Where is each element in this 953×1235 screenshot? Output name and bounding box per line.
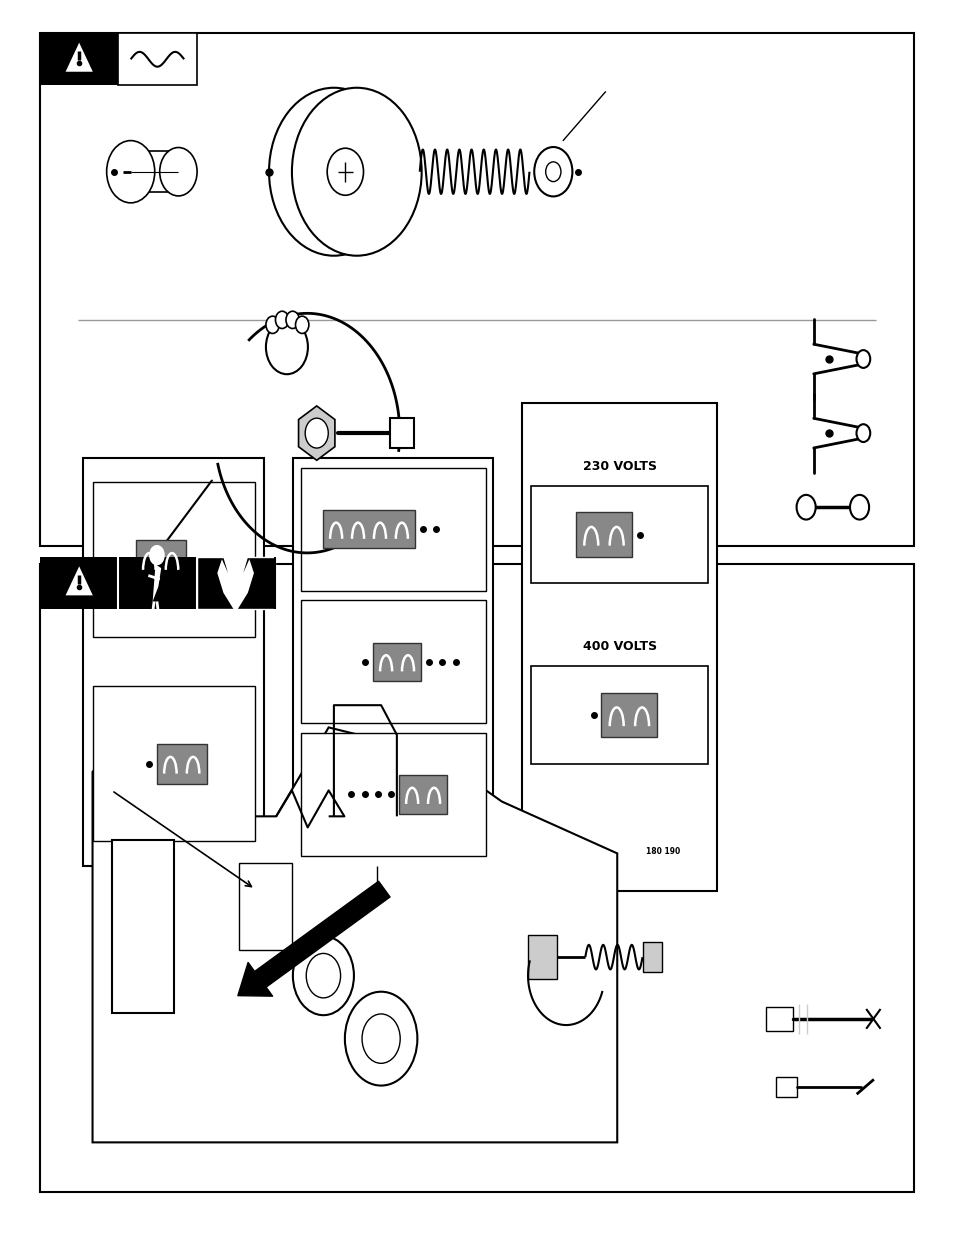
Circle shape [345, 992, 417, 1086]
Bar [293, 458, 493, 866]
Circle shape [534, 147, 572, 196]
Bar [521, 403, 717, 890]
Polygon shape [92, 727, 617, 1142]
Bar [373, 642, 421, 680]
Polygon shape [152, 564, 161, 601]
Circle shape [362, 1014, 400, 1063]
Bar [775, 1077, 796, 1097]
Circle shape [796, 495, 815, 520]
Polygon shape [66, 567, 92, 595]
Bar [765, 1007, 792, 1031]
Bar [300, 600, 485, 724]
Bar [641, 942, 661, 972]
Circle shape [545, 162, 560, 182]
Text: 230 VOLTS: 230 VOLTS [582, 459, 656, 473]
Bar [600, 693, 657, 737]
Bar [40, 33, 118, 85]
Circle shape [266, 320, 308, 374]
Circle shape [295, 316, 309, 333]
Bar [196, 557, 274, 609]
Bar [118, 33, 196, 85]
Bar [531, 666, 707, 763]
Circle shape [305, 419, 328, 448]
Bar [322, 510, 415, 548]
Circle shape [159, 147, 197, 196]
Circle shape [292, 88, 421, 256]
Circle shape [849, 495, 868, 520]
Bar [531, 485, 707, 583]
Text: 180 190: 180 190 [645, 847, 679, 856]
Circle shape [856, 424, 869, 442]
Bar [112, 840, 173, 1013]
Bar [300, 734, 485, 856]
Circle shape [293, 936, 354, 1015]
Text: 400 VOLTS: 400 VOLTS [582, 640, 656, 653]
Bar [40, 33, 913, 546]
FancyArrowPatch shape [237, 882, 390, 997]
Bar [300, 468, 485, 590]
Polygon shape [217, 540, 253, 613]
Polygon shape [66, 43, 92, 72]
Circle shape [269, 88, 398, 256]
Bar [83, 458, 264, 866]
Circle shape [327, 148, 363, 195]
Circle shape [266, 316, 279, 333]
Bar [118, 557, 196, 609]
Bar [92, 483, 254, 637]
Circle shape [107, 141, 154, 203]
Circle shape [275, 311, 289, 329]
Bar [398, 776, 447, 814]
Bar [131, 151, 178, 193]
Circle shape [306, 953, 340, 998]
Circle shape [856, 351, 869, 368]
Bar [239, 863, 292, 950]
Bar [40, 557, 118, 609]
Circle shape [149, 545, 165, 566]
Bar [390, 419, 414, 448]
Circle shape [286, 311, 299, 329]
Polygon shape [298, 406, 335, 461]
Bar [40, 564, 913, 1192]
Bar [576, 513, 632, 557]
Bar [92, 687, 254, 841]
Bar [156, 743, 207, 783]
Bar [135, 540, 186, 579]
Bar [527, 935, 556, 979]
Polygon shape [298, 406, 335, 461]
